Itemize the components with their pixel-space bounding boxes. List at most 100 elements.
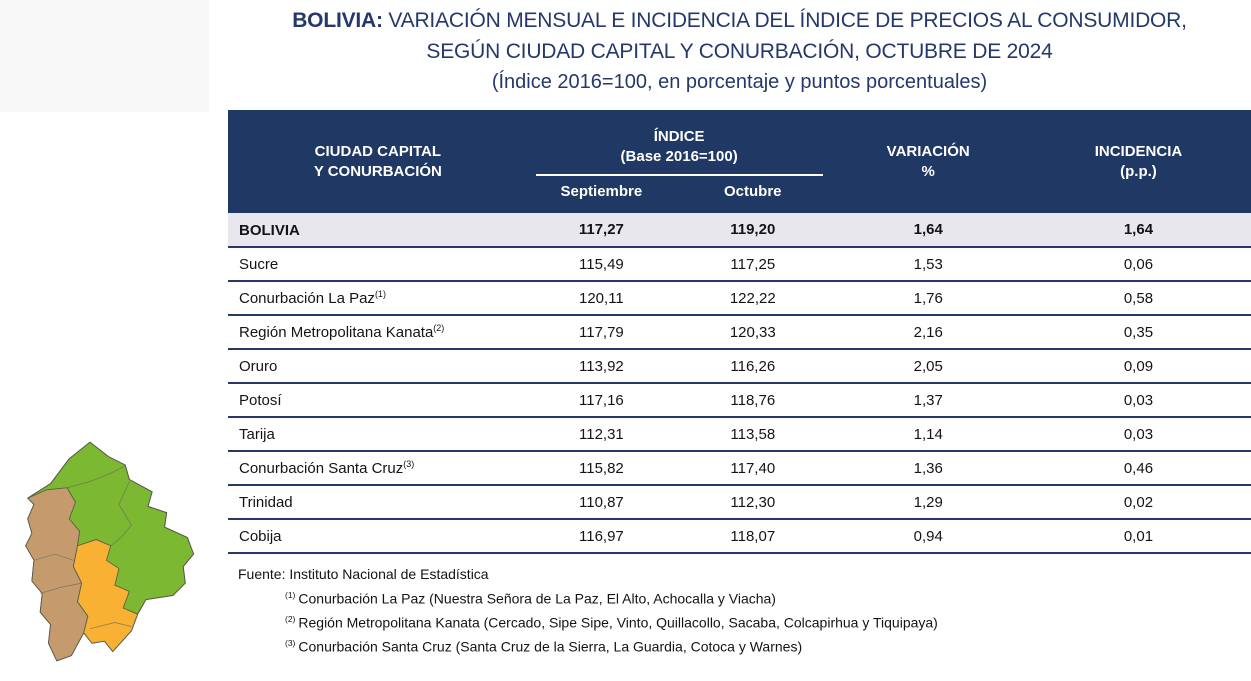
header-indice-line2: (Base 2016=100) [620, 148, 738, 165]
header-variacion-line1: VARIACIÓN [886, 142, 970, 160]
value-octubre: 113,58 [675, 417, 831, 452]
value-octubre: 119,20 [675, 213, 831, 248]
value-incidencia: 0,35 [1025, 315, 1251, 350]
value-incidencia: 0,46 [1025, 451, 1251, 486]
row-label: Región Metropolitana Kanata(2) [228, 315, 528, 350]
value-incidencia: 0,06 [1025, 247, 1251, 282]
row-label: Conurbación La Paz(1) [228, 281, 528, 316]
table-header: CIUDAD CAPITAL Y CONURBACIÓN ÍNDICE (Bas… [228, 110, 1251, 213]
row-label: Trinidad [228, 485, 528, 520]
table-row-bolivia: BOLIVIA 117,27 119,20 1,64 1,64 [228, 213, 1251, 248]
value-octubre: 112,30 [675, 485, 831, 520]
value-incidencia: 0,09 [1025, 349, 1251, 384]
value-incidencia: 0,01 [1025, 519, 1251, 554]
row-label-sup: (1) [374, 289, 386, 299]
value-octubre: 118,07 [675, 519, 831, 554]
value-incidencia: 0,58 [1025, 281, 1251, 316]
source-line: Fuente: Instituto Nacional de Estadístic… [238, 566, 489, 582]
value-variacion: 2,16 [830, 315, 1026, 350]
row-label: BOLIVIA [228, 213, 528, 248]
footnote-3: (3) Conurbación Santa Cruz (Santa Cruz de… [285, 633, 1178, 657]
header-indice-inner: ÍNDICE (Base 2016=100) [535, 119, 823, 176]
row-label-text: Cobija [239, 528, 282, 545]
row-label: Cobija [228, 519, 528, 554]
header-octubre: Octubre [675, 176, 831, 213]
value-variacion: 1,37 [830, 383, 1026, 418]
footnote-2-text: Región Metropolitana Kanata (Cercado, Si… [298, 614, 938, 631]
row-label-text: Tarija [239, 426, 275, 443]
header-indice-line1: ÍNDICE [653, 128, 705, 145]
value-incidencia: 1,64 [1025, 213, 1251, 248]
value-octubre: 116,26 [675, 349, 831, 384]
footnotes: Fuente: Instituto Nacional de Estadístic… [238, 564, 1178, 657]
row-label: Sucre [228, 247, 528, 282]
title-line-1-text: VARIACIÓN MENSUAL E INCIDENCIA DEL ÍNDIC… [382, 9, 1187, 32]
value-septiembre: 117,16 [527, 383, 676, 418]
value-septiembre: 115,49 [527, 247, 676, 282]
value-variacion: 1,14 [830, 417, 1026, 452]
header-incidencia-line1: INCIDENCIA [1094, 142, 1183, 160]
value-septiembre: 116,97 [527, 519, 676, 554]
value-octubre: 117,25 [675, 247, 831, 282]
cpi-table: CIUDAD CAPITAL Y CONURBACIÓN ÍNDICE (Bas… [228, 110, 1251, 554]
row-label-text: Conurbación Santa Cruz [239, 460, 404, 477]
table-row-conurbacion-la-paz: Conurbación La Paz(1) 120,11 122,22 1,76… [228, 281, 1251, 316]
value-variacion: 1,64 [830, 213, 1026, 248]
watermark-shape [0, 0, 209, 112]
value-variacion: 0,94 [830, 519, 1026, 554]
table-row-potosi: Potosí 117,16 118,76 1,37 0,03 [228, 383, 1251, 418]
row-label: Tarija [228, 417, 528, 452]
value-variacion: 1,29 [830, 485, 1026, 520]
row-label-sup: (2) [433, 323, 445, 333]
map-region-orange [72, 539, 139, 652]
value-octubre: 117,40 [675, 451, 831, 486]
report-title: BOLIVIA: VARIACIÓN MENSUAL E INCIDENCIA … [228, 5, 1251, 97]
footnote-3-marker: (3) [285, 638, 296, 649]
value-septiembre: 117,79 [527, 315, 676, 350]
footnote-1: (1) Conurbación La Paz (Nuestra Señora de… [285, 585, 1178, 609]
header-ciudad-line2: Y CONURBACIÓN [313, 162, 442, 180]
bolivia-map [8, 438, 203, 666]
map-region-tan [25, 487, 89, 662]
footnote-1-marker: (1) [285, 590, 296, 600]
table-row-tarija: Tarija 112,31 113,58 1,14 0,03 [228, 417, 1251, 452]
table-row-region-metropolitana-kanata: Región Metropolitana Kanata(2) 117,79 12… [228, 315, 1251, 350]
title-line-3: (Índice 2016=100, en porcentaje y puntos… [491, 71, 988, 93]
value-septiembre: 110,87 [527, 485, 676, 520]
value-septiembre: 115,82 [527, 451, 676, 486]
footnote-3-text: Conurbación Santa Cruz (Santa Cruz de la… [298, 638, 803, 655]
value-octubre: 118,76 [675, 383, 831, 418]
value-incidencia: 0,03 [1025, 417, 1251, 452]
row-label-text: Sucre [239, 256, 279, 273]
header-ciudad-line1: CIUDAD CAPITAL [314, 142, 442, 160]
table-body: BOLIVIA 117,27 119,20 1,64 1,64 Sucre 11… [228, 213, 1251, 554]
value-variacion: 1,53 [830, 247, 1026, 282]
table-row-oruro: Oruro 113,92 116,26 2,05 0,09 [228, 349, 1251, 384]
map-department-borders [33, 465, 132, 630]
header-incidencia: INCIDENCIA (p.p.) [1025, 110, 1251, 213]
value-septiembre: 120,11 [527, 281, 676, 316]
row-label: Conurbación Santa Cruz(3) [228, 451, 528, 486]
value-octubre: 122,22 [675, 281, 831, 316]
title-line-1: BOLIVIA: VARIACIÓN MENSUAL E INCIDENCIA … [228, 5, 1251, 36]
row-label-text: Región Metropolitana Kanata [239, 324, 434, 341]
header-indice-group: ÍNDICE (Base 2016=100) [527, 110, 831, 176]
header-variacion: VARIACIÓN % [830, 110, 1026, 213]
header-septiembre: Septiembre [527, 176, 676, 213]
header-variacion-line2: % [921, 162, 935, 180]
value-variacion: 1,76 [830, 281, 1026, 316]
table-row-cobija: Cobija 116,97 118,07 0,94 0,01 [228, 519, 1251, 554]
title-prefix: BOLIVIA: [292, 9, 383, 32]
value-incidencia: 0,02 [1025, 485, 1251, 520]
value-octubre: 120,33 [675, 315, 831, 350]
table-row-sucre: Sucre 115,49 117,25 1,53 0,06 [228, 247, 1251, 282]
row-label-sup: (3) [403, 459, 415, 469]
row-label: Potosí [228, 383, 528, 418]
row-label-text: BOLIVIA [239, 221, 300, 239]
value-septiembre: 113,92 [527, 349, 676, 384]
value-variacion: 2,05 [830, 349, 1026, 384]
footnote-2: (2) Región Metropolitana Kanata (Cercado,… [285, 609, 1178, 633]
row-label-text: Potosí [239, 392, 282, 409]
row-label-text: Conurbación La Paz [239, 290, 375, 307]
